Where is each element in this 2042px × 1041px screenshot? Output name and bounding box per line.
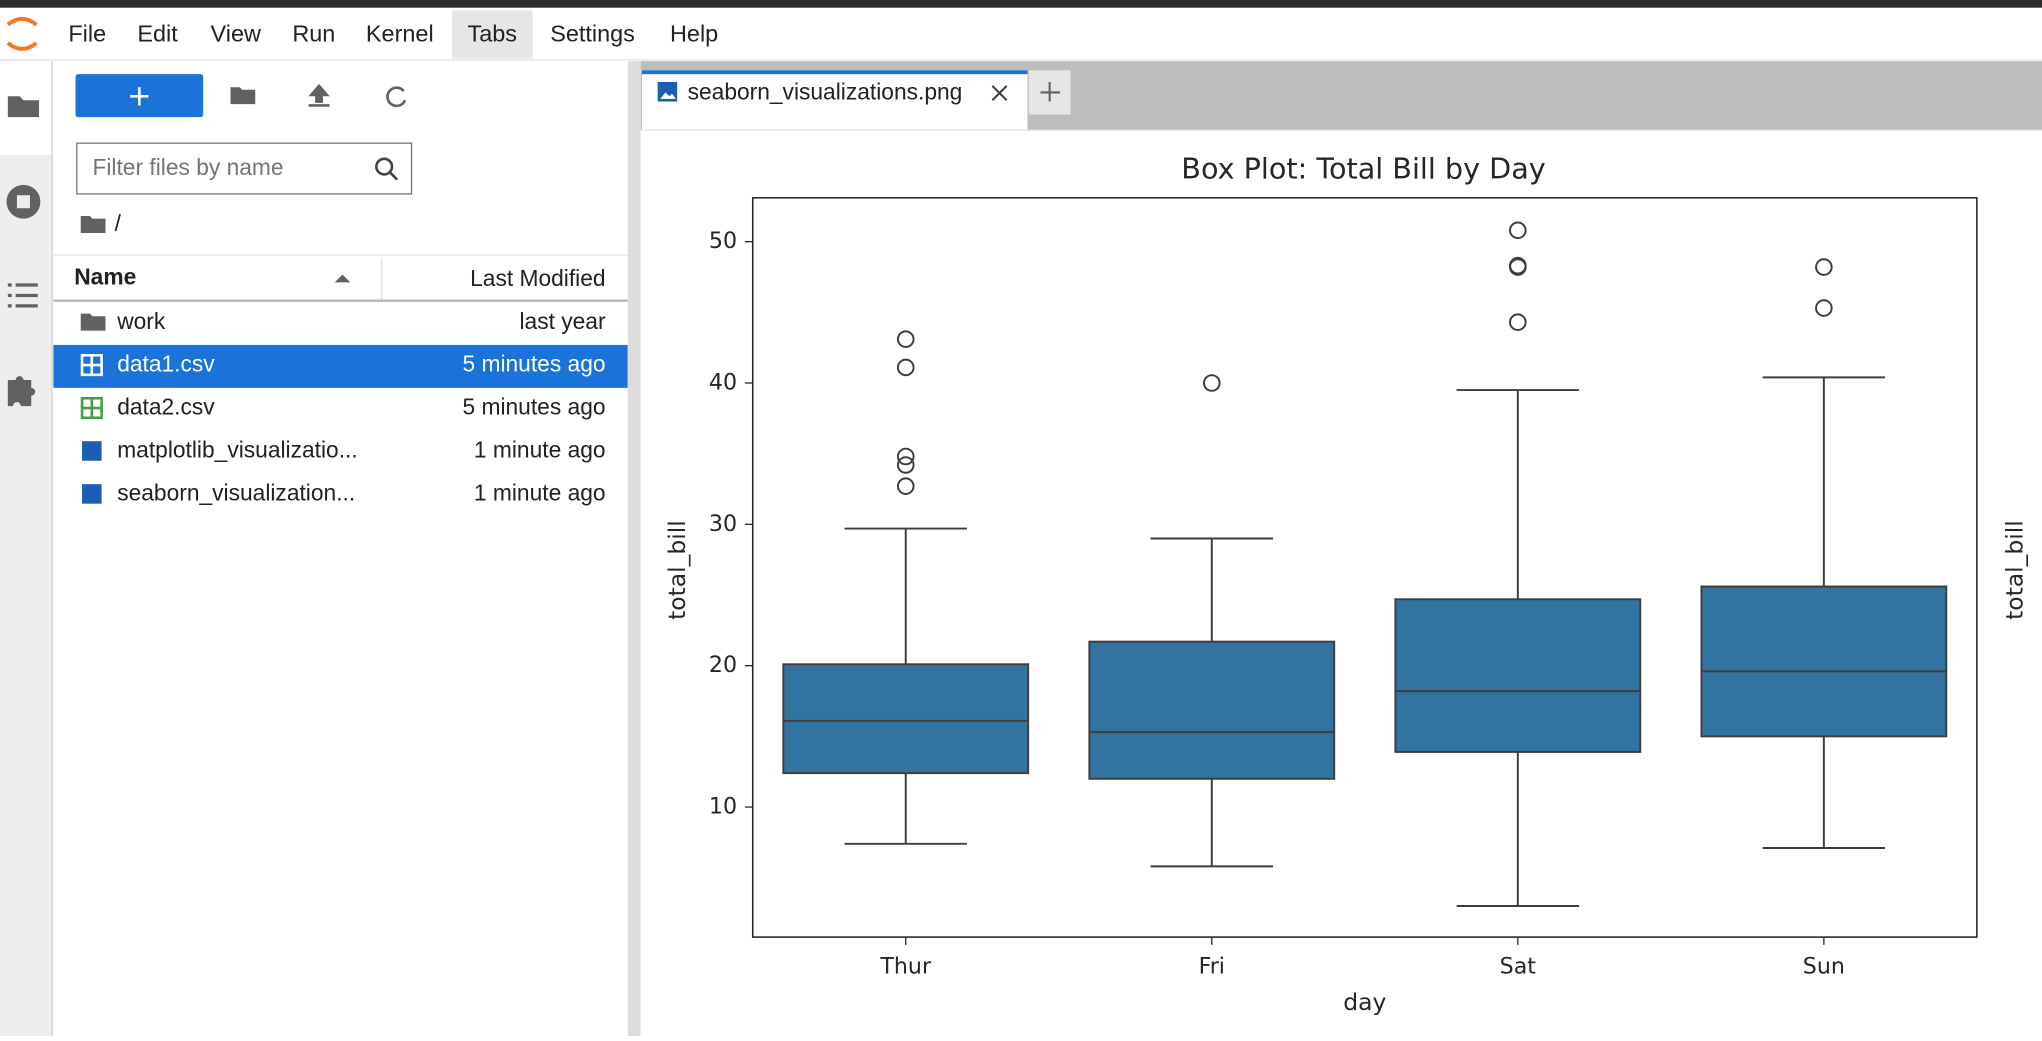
tab-close[interactable] [991, 85, 1008, 101]
outlier [1202, 374, 1221, 392]
outlier [896, 330, 915, 348]
file-name[interactable]: data1.csv [117, 351, 215, 377]
x-axis-label: day [1343, 988, 1386, 1016]
box [1394, 598, 1642, 753]
menu-item[interactable]: Help [670, 20, 718, 46]
box [782, 663, 1030, 775]
breadcrumb-path[interactable]: / [115, 210, 122, 236]
folder-icon [80, 313, 106, 331]
chart-title: Box Plot: Total Bill by Day [1181, 152, 1545, 186]
file-name[interactable]: work [116, 308, 166, 334]
activity-bar [0, 61, 53, 1037]
search-icon-handle [388, 170, 399, 181]
breadcrumb-folder[interactable] [80, 216, 106, 233]
csv-icon-grid [82, 355, 102, 375]
box [1088, 640, 1336, 780]
x-tick-label: Fri [1199, 954, 1225, 980]
image-icon [82, 484, 102, 504]
y-tick-label: 20 [709, 652, 737, 678]
y-tick-label: 40 [709, 370, 737, 396]
box-plot: Box Plot: Total Bill by Day day total_bi… [663, 152, 2028, 1016]
menu-item[interactable]: Settings [550, 20, 635, 46]
file-modified: last year [519, 308, 605, 334]
outlier [1509, 221, 1527, 240]
outlier [1509, 256, 1527, 275]
new-tab-plus [1040, 81, 1061, 102]
running-icon-inner [16, 195, 30, 209]
outlier [896, 358, 915, 377]
y-axis-label: total_bill [663, 520, 691, 620]
tab-title: seaborn_visualizations.png [688, 79, 963, 105]
splitter[interactable] [627, 61, 641, 1037]
jupyter-logo [6, 16, 38, 51]
file-modified: 5 minutes ago [463, 351, 606, 377]
extensions-icon[interactable] [7, 376, 36, 407]
search-icon [375, 157, 394, 176]
menu-item[interactable]: Kernel [366, 20, 434, 46]
file-name[interactable]: data2.csv [117, 394, 215, 420]
outlier [1815, 299, 1833, 317]
menu-item[interactable]: Run [292, 20, 335, 46]
outlier [896, 447, 915, 466]
toc-icon[interactable] [7, 283, 38, 308]
x-tick-label: Sun [1803, 954, 1845, 980]
menu-active-bg [451, 10, 533, 59]
file-modified: 5 minutes ago [463, 394, 606, 420]
csv-icon-grid [82, 398, 102, 418]
column-header[interactable]: Last Modified [470, 265, 605, 291]
menu-item[interactable]: Edit [137, 20, 178, 46]
partial-y-axis-label: total_bill [2000, 520, 2028, 620]
plus-icon [130, 87, 149, 106]
file-name[interactable]: seaborn_visualization... [117, 480, 355, 506]
filter-input[interactable] [76, 142, 413, 195]
outlier [896, 477, 915, 495]
file-name[interactable]: matplotlib_visualizatio... [117, 437, 357, 463]
file-modified: 1 minute ago [474, 437, 606, 463]
window-bar [0, 0, 2042, 8]
menu-item[interactable]: Tabs [468, 20, 517, 46]
refresh-button[interactable] [386, 86, 407, 108]
plot-frame [751, 197, 1978, 938]
y-tick-label: 30 [709, 511, 737, 537]
file-row-selected[interactable] [53, 344, 628, 388]
tab[interactable] [642, 70, 1028, 131]
file-modified: 1 minute ago [474, 480, 606, 506]
files-icon[interactable] [7, 96, 40, 118]
menu-bar [0, 7, 2042, 60]
menu-item[interactable]: File [68, 20, 106, 46]
menu-item[interactable]: View [211, 20, 261, 46]
y-tick-label: 10 [709, 794, 737, 820]
x-tick-label: Thur [879, 954, 932, 980]
outlier [1509, 313, 1527, 332]
sort-indicator [334, 274, 351, 283]
tab-active-indicator [642, 70, 1028, 75]
new-folder-button[interactable] [230, 87, 256, 105]
image-viewer [640, 130, 2042, 1036]
x-tick-label: Sat [1500, 954, 1537, 980]
image-icon [82, 441, 102, 461]
outlier [1815, 258, 1833, 276]
box [1700, 585, 1948, 738]
column-header[interactable]: Name [74, 264, 136, 290]
y-tick-label: 50 [709, 228, 737, 254]
outlier [896, 456, 915, 474]
upload-button[interactable] [308, 83, 330, 107]
filter-placeholder: Filter files by name [92, 154, 283, 180]
